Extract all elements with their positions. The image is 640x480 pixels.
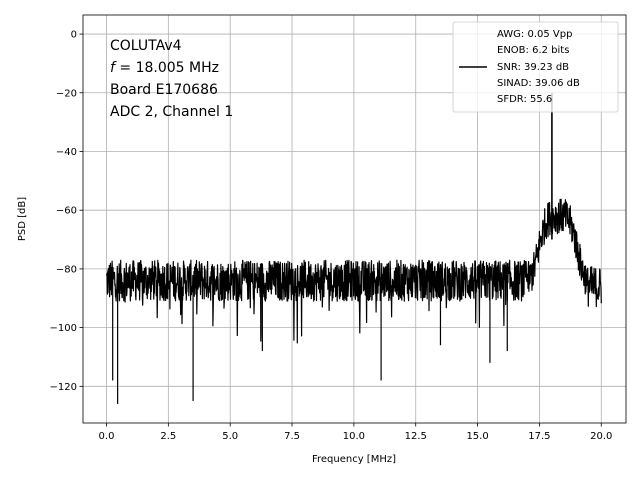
annotation-box: COLUTAv4 f = 18.005 MHz Board E170686 AD… [110, 38, 233, 120]
x-axis-ticks: 0.0 2.5 5.0 7.5 10.0 12.5 15.0 17.5 20.0 [99, 423, 612, 442]
y-tick-label: −60 [56, 206, 77, 217]
x-tick-label: 5.0 [222, 431, 238, 442]
x-tick-label: 10.0 [343, 431, 365, 442]
y-axis-label: PSD [dB] [17, 197, 28, 241]
legend-box [452, 21, 619, 113]
annotation-device: COLUTAv4 [110, 38, 182, 54]
x-tick-label: 20.0 [590, 431, 612, 442]
x-tick-label: 15.0 [466, 431, 488, 442]
legend-enob: ENOB: 6.2 bits [497, 45, 569, 56]
plot-frame [82, 14, 627, 424]
annotation-frequency: f = 18.005 MHz [110, 60, 219, 76]
y-tick-label: −40 [56, 147, 77, 158]
y-tick-label: −20 [56, 88, 77, 99]
legend-awg: AWG: 0.05 Vpp [497, 29, 572, 40]
legend-snr: SNR: 39.23 dB [497, 62, 569, 73]
psd-trace [105, 92, 602, 404]
legend: AWG: 0.05 Vpp ENOB: 6.2 bits SNR: 39.23 … [452, 21, 619, 113]
annotation-board: Board E170686 [110, 82, 218, 98]
x-tick-label: 0.0 [99, 431, 115, 442]
x-tick-label: 2.5 [160, 431, 176, 442]
legend-sfdr: SFDR: 55.6 [497, 94, 552, 105]
y-tick-label: 0 [71, 30, 77, 41]
y-tick-label: −100 [50, 323, 77, 334]
y-axis-ticks: 0 −20 −40 −60 −80 −100 −120 [50, 30, 83, 393]
y-tick-label: −80 [56, 264, 77, 275]
legend-sinad: SINAD: 39.06 dB [497, 78, 580, 89]
x-tick-label: 7.5 [284, 431, 300, 442]
y-tick-label: −120 [50, 382, 77, 393]
x-axis-label: Frequency [MHz] [312, 454, 396, 465]
annotation-channel: ADC 2, Channel 1 [110, 104, 233, 120]
x-tick-label: 12.5 [405, 431, 427, 442]
psd-noise-trace [105, 198, 602, 344]
x-tick-label: 17.5 [528, 431, 550, 442]
